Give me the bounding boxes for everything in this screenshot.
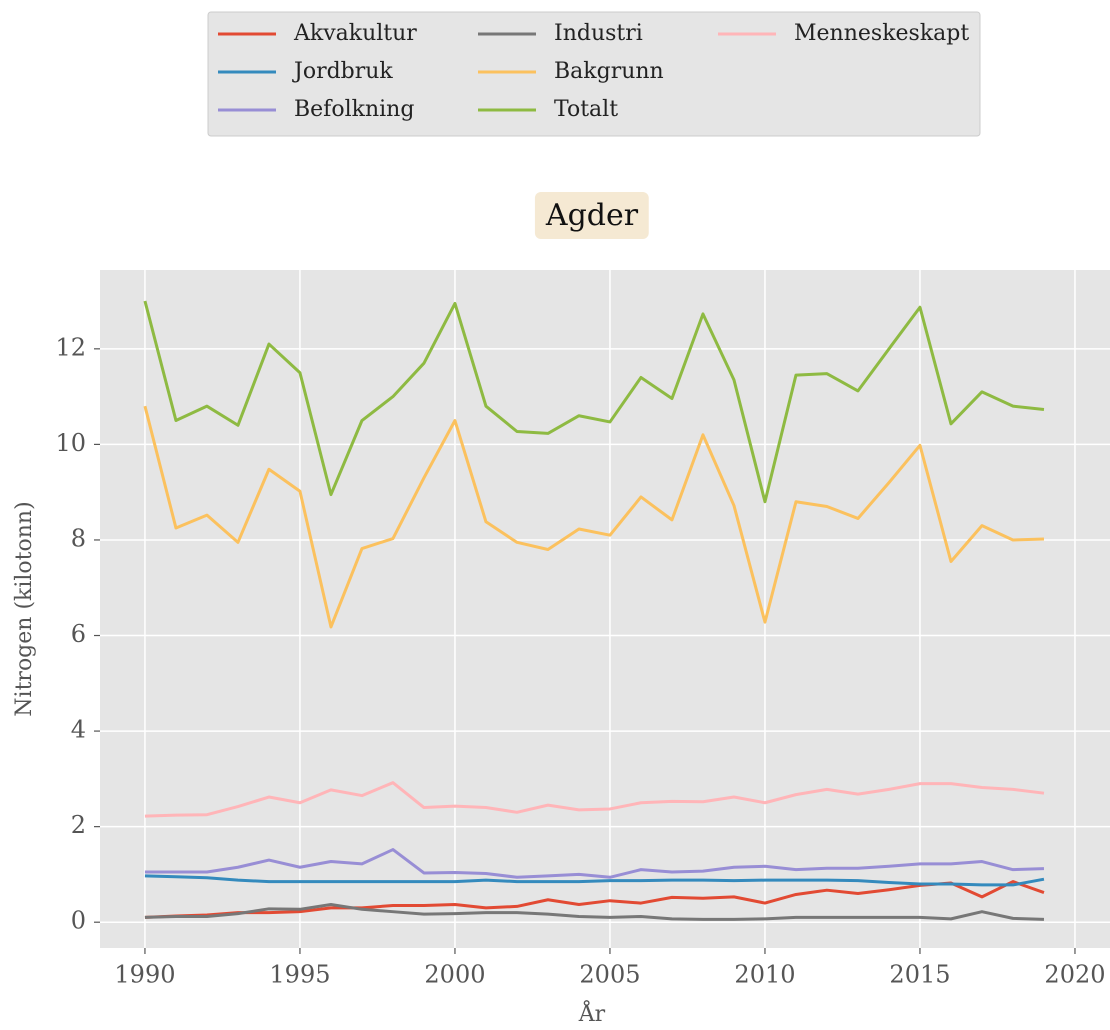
x-tick-label: 2015 — [889, 961, 950, 989]
legend-label: Bakgrunn — [554, 59, 664, 84]
series-line — [144, 781, 1045, 818]
series-line — [143, 300, 1045, 504]
x-tick-label: 2000 — [424, 961, 485, 989]
legend-label: Befolkning — [294, 97, 414, 122]
x-axis-label: År — [578, 999, 606, 1027]
legend-label: Totalt — [554, 97, 618, 122]
y-tick-label: 6 — [71, 620, 86, 648]
grid — [94, 270, 1110, 954]
x-tick-label: 2020 — [1044, 961, 1105, 989]
x-tick-label: 1995 — [269, 961, 330, 989]
chart-title: Agder — [545, 198, 639, 233]
lines — [143, 300, 1045, 921]
y-tick-label: 0 — [71, 907, 86, 935]
y-tick-label: 10 — [55, 429, 86, 457]
series-line — [144, 903, 1045, 921]
x-tick-label: 2010 — [734, 961, 795, 989]
y-tick-label: 12 — [55, 333, 86, 361]
legend-label: Menneskeskapt — [794, 21, 969, 46]
title-box — [534, 192, 649, 239]
y-tick-label: 4 — [71, 716, 86, 744]
legend-label: Jordbruk — [292, 59, 393, 84]
legend-box — [207, 11, 981, 137]
x-tick-label: 1990 — [114, 961, 175, 989]
plot-area — [100, 270, 1110, 948]
legend-label: Industri — [554, 21, 643, 46]
series-line — [144, 874, 1045, 887]
y-axis-label: Nitrogen (kilotonn) — [12, 501, 37, 716]
x-tick-label: 2005 — [579, 961, 640, 989]
legend: Akvakultur Jordbruk Befolkning Industri Bakg… — [207, 11, 981, 137]
y-tick-label: 8 — [71, 524, 86, 552]
series-line — [144, 848, 1045, 879]
series-line — [144, 880, 1045, 919]
series-line — [143, 405, 1045, 629]
y-tick-label: 2 — [71, 811, 86, 839]
legend-label: Akvakultur — [293, 21, 417, 46]
